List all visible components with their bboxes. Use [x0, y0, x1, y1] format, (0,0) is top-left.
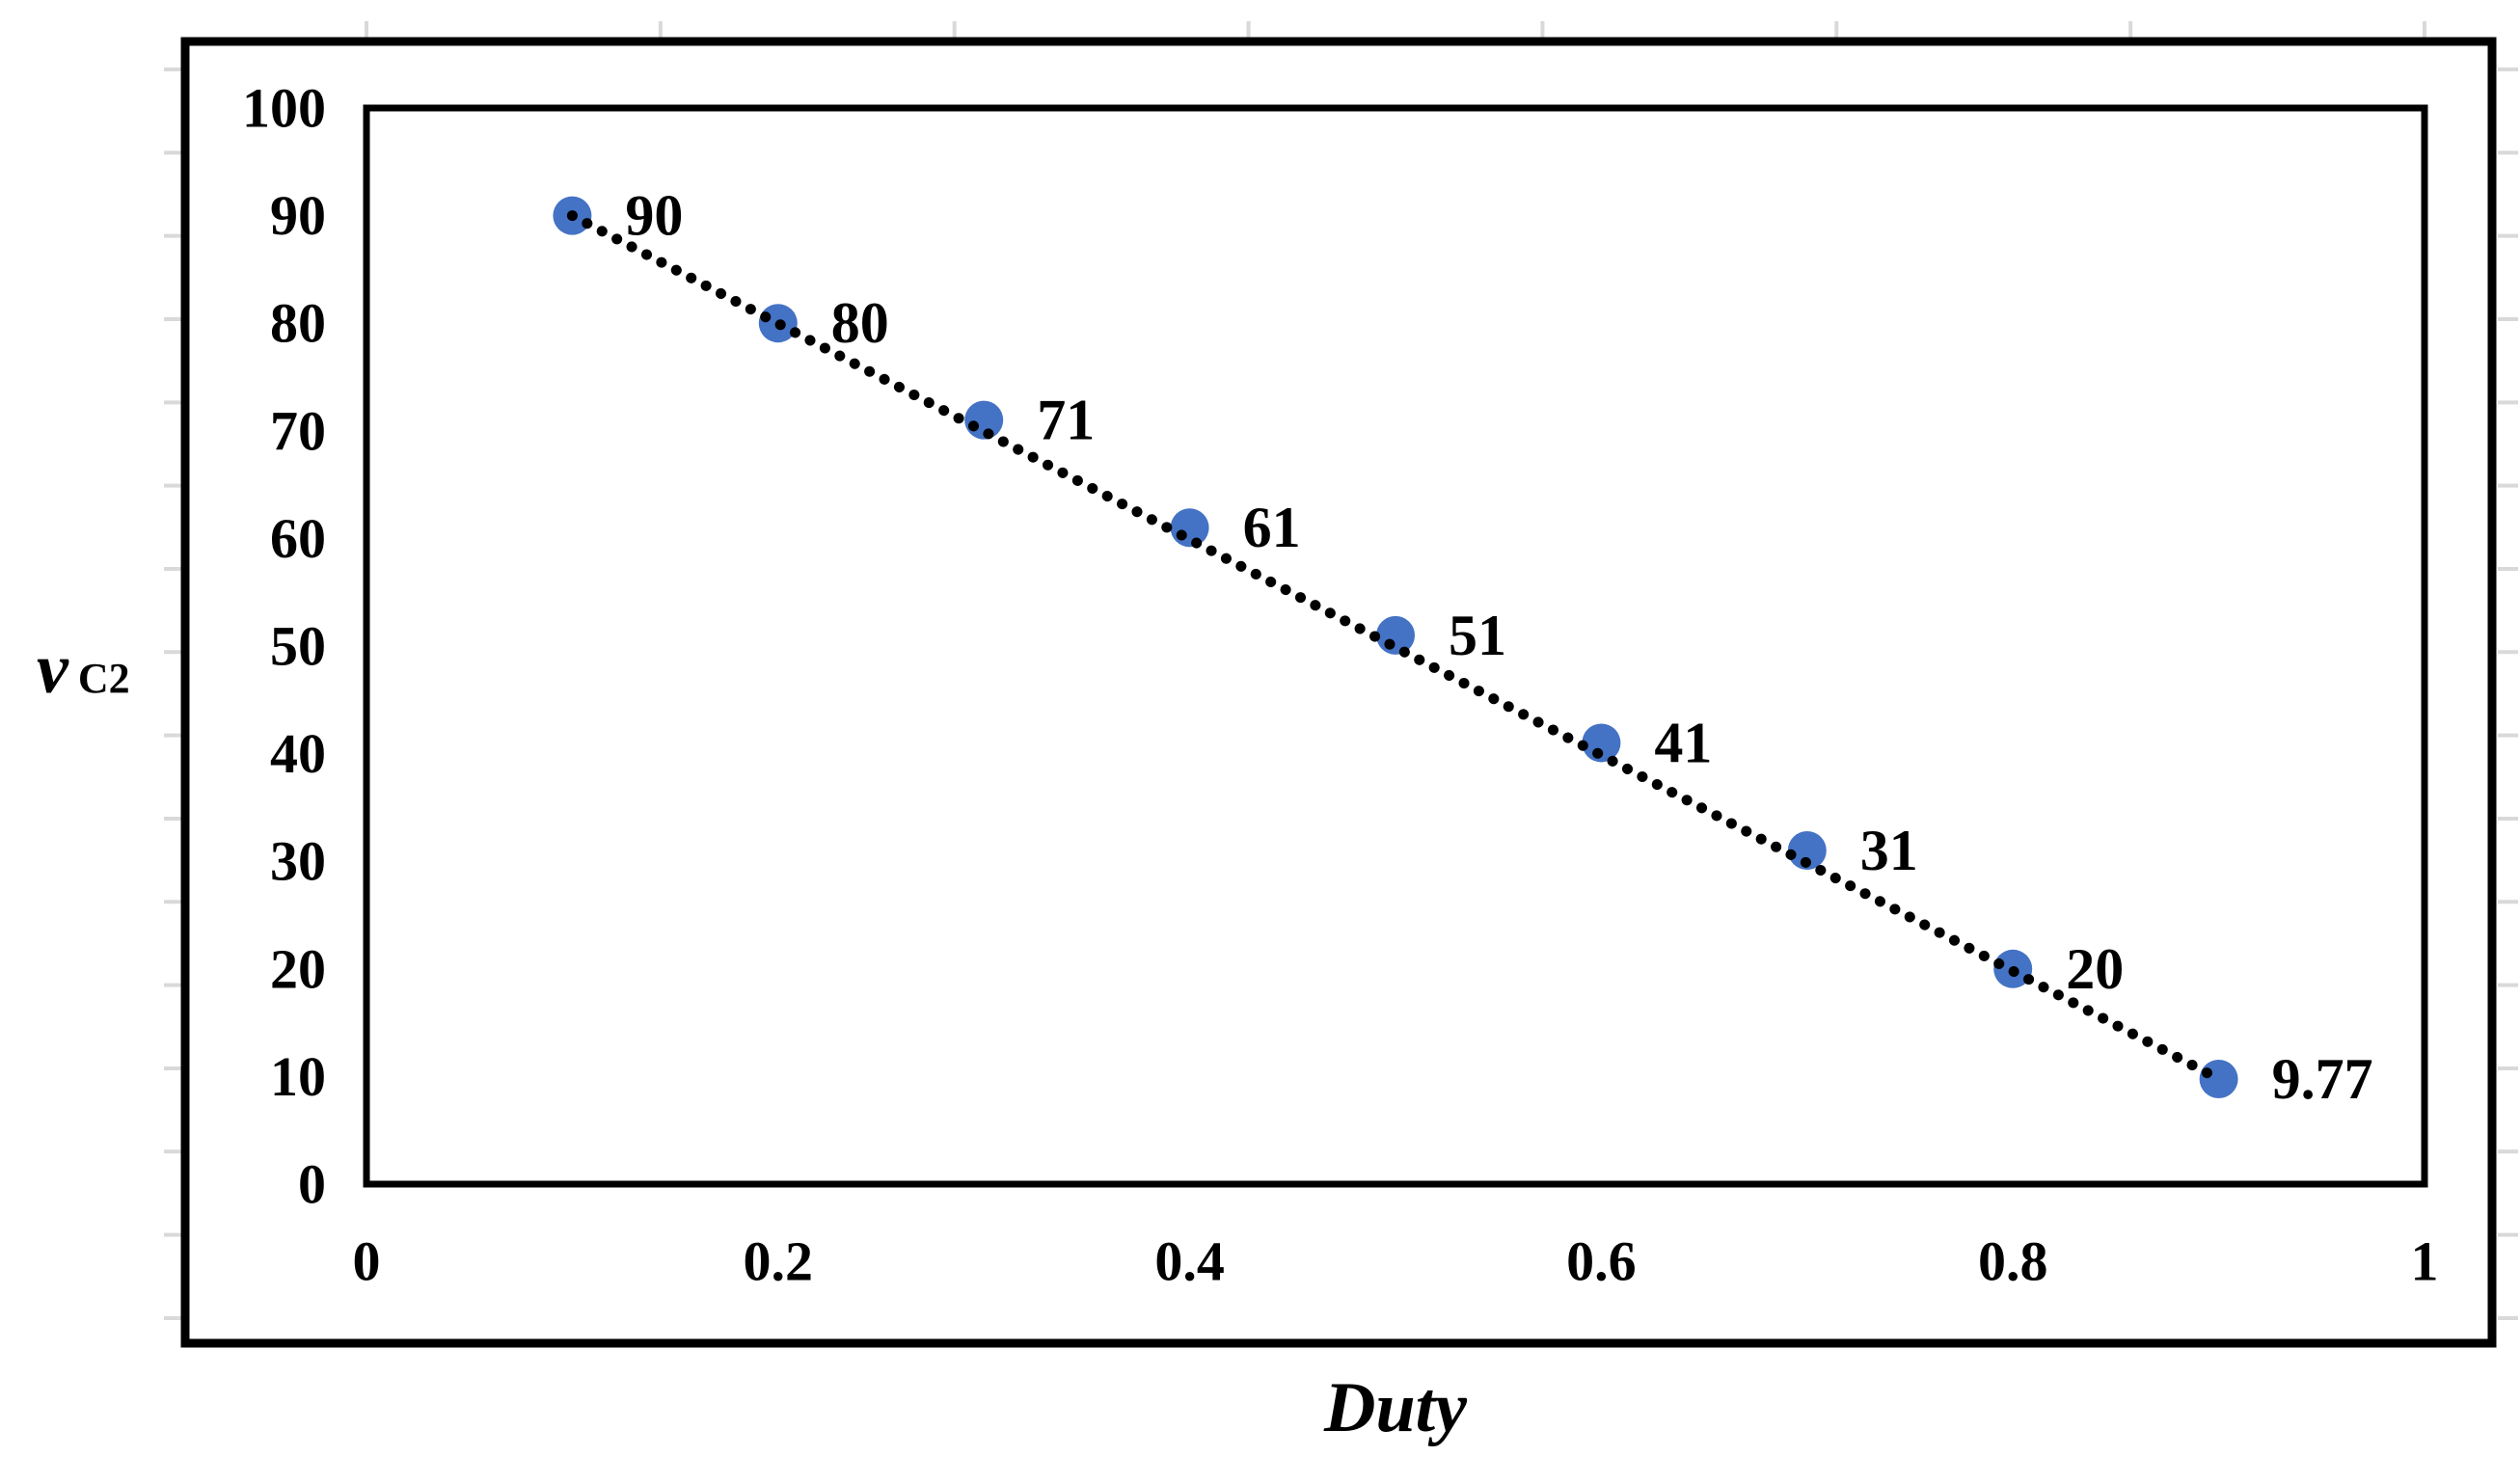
data-point-label: 9.77 [2272, 1047, 2373, 1111]
data-point-labels: 90 80 71 61 51 41 31 20 9.77 [625, 184, 2372, 1111]
data-point-label: 20 [2066, 937, 2124, 1001]
y-tick-label: 10 [270, 1045, 326, 1108]
y-axis-title-main: v [37, 630, 69, 709]
data-point-label: 80 [831, 291, 889, 355]
y-axis-title: v C2 [37, 630, 130, 709]
y-tick-label: 50 [270, 615, 326, 678]
x-axis-tick-labels: 0 0.2 0.4 0.6 0.8 1 [353, 1230, 2439, 1293]
x-axis-title: Duty [1323, 1368, 1468, 1447]
x-tick-label: 1 [2411, 1230, 2439, 1293]
data-point-label: 90 [625, 184, 683, 248]
x-tick-label: 0.2 [744, 1230, 814, 1293]
data-point-marker [1582, 723, 1621, 763]
data-point-label: 61 [1243, 496, 1301, 559]
data-point-marker [1376, 615, 1415, 655]
x-tick-label: 0.6 [1566, 1230, 1637, 1293]
y-tick-label: 20 [270, 937, 326, 1000]
data-point-label: 51 [1449, 604, 1506, 667]
data-point-label: 41 [1654, 711, 1712, 774]
x-tick-label: 0.4 [1154, 1230, 1225, 1293]
y-tick-label: 90 [270, 184, 326, 247]
y-axis-tick-labels: 0 10 20 30 40 50 60 70 80 90 100 [242, 77, 326, 1216]
data-point-label: 71 [1037, 389, 1095, 452]
y-tick-label: 80 [270, 292, 326, 355]
y-tick-label: 0 [298, 1153, 326, 1216]
series-markers [553, 196, 2238, 1098]
y-tick-label: 100 [242, 77, 326, 140]
data-point-marker [1170, 508, 1209, 548]
x-tick-label: 0 [353, 1230, 381, 1293]
x-tick-label: 0.8 [1978, 1230, 2048, 1293]
y-axis-title-sub: C2 [78, 655, 130, 702]
y-tick-label: 30 [270, 830, 326, 893]
y-tick-label: 40 [270, 722, 326, 785]
data-point-label: 31 [1860, 819, 1918, 882]
y-tick-label: 60 [270, 507, 326, 570]
data-point-marker [1787, 831, 1827, 871]
y-tick-label: 70 [270, 399, 326, 462]
